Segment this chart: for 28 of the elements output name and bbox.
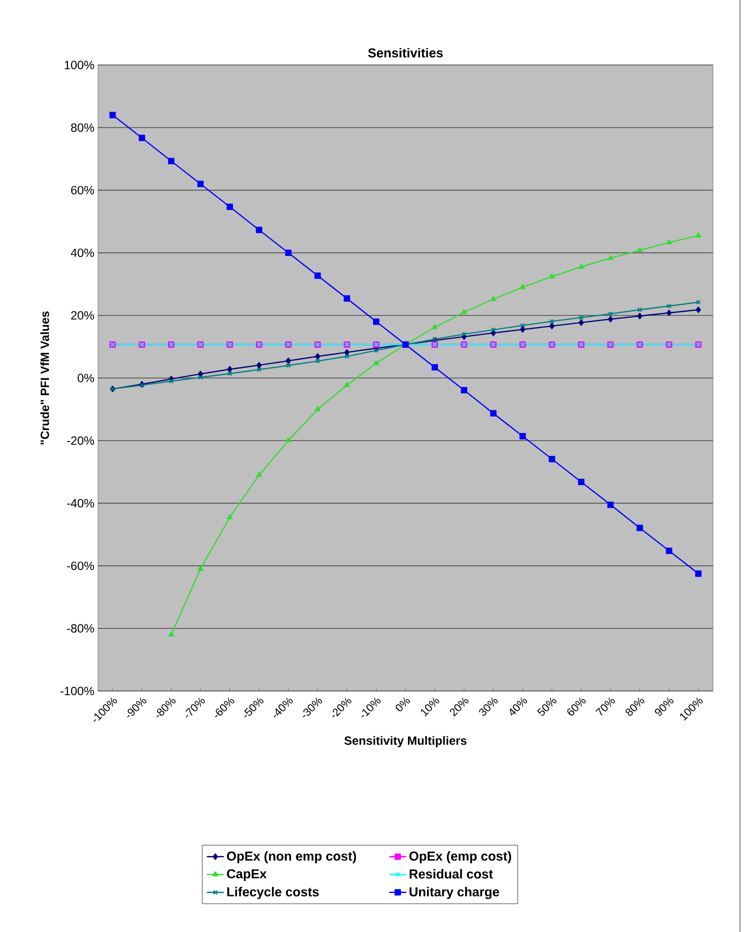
x-tick-label: 60%	[567, 697, 586, 716]
y-tick-label: 100%	[64, 60, 94, 70]
y-tick-label: 0%	[78, 374, 94, 382]
x-tick-label: 0%	[396, 697, 410, 712]
x-tick-label: 80%	[626, 697, 644, 716]
y-axis-title: "Crude" PFI VfM Values	[40, 311, 50, 444]
y-tick-label: -40%	[67, 498, 94, 508]
x-tick-label: 70%	[595, 697, 615, 716]
x-tick-label: 50%	[537, 697, 556, 716]
y-tick-label: -20%	[67, 436, 94, 445]
y-tick-label: 20%	[71, 311, 94, 320]
legend-label: Lifecycle costs	[227, 886, 319, 899]
legend-label: OpEx (non emp cost)	[226, 851, 356, 864]
y-tick-label: 80%	[71, 123, 94, 132]
x-tick-label: 30%	[479, 697, 498, 716]
legend-label: Residual cost	[410, 869, 493, 879]
x-axis-title: Sensitivity Multipliers	[344, 736, 466, 748]
y-tick-label: -100%	[60, 686, 94, 696]
legend-label: Unitary charge	[410, 886, 500, 900]
x-tick-label: 40%	[510, 697, 528, 716]
legend-label: CapEx	[226, 869, 267, 881]
y-tick-label: -80%	[67, 624, 94, 633]
y-tick-label: 40%	[70, 248, 94, 258]
x-tick-label: 90%	[654, 697, 674, 716]
legend-label: OpEx (emp cost)	[409, 851, 512, 864]
chart-title: Sensitivities	[368, 48, 443, 58]
y-tick-label: -60%	[67, 562, 94, 570]
y-tick-label: 60%	[71, 186, 94, 194]
